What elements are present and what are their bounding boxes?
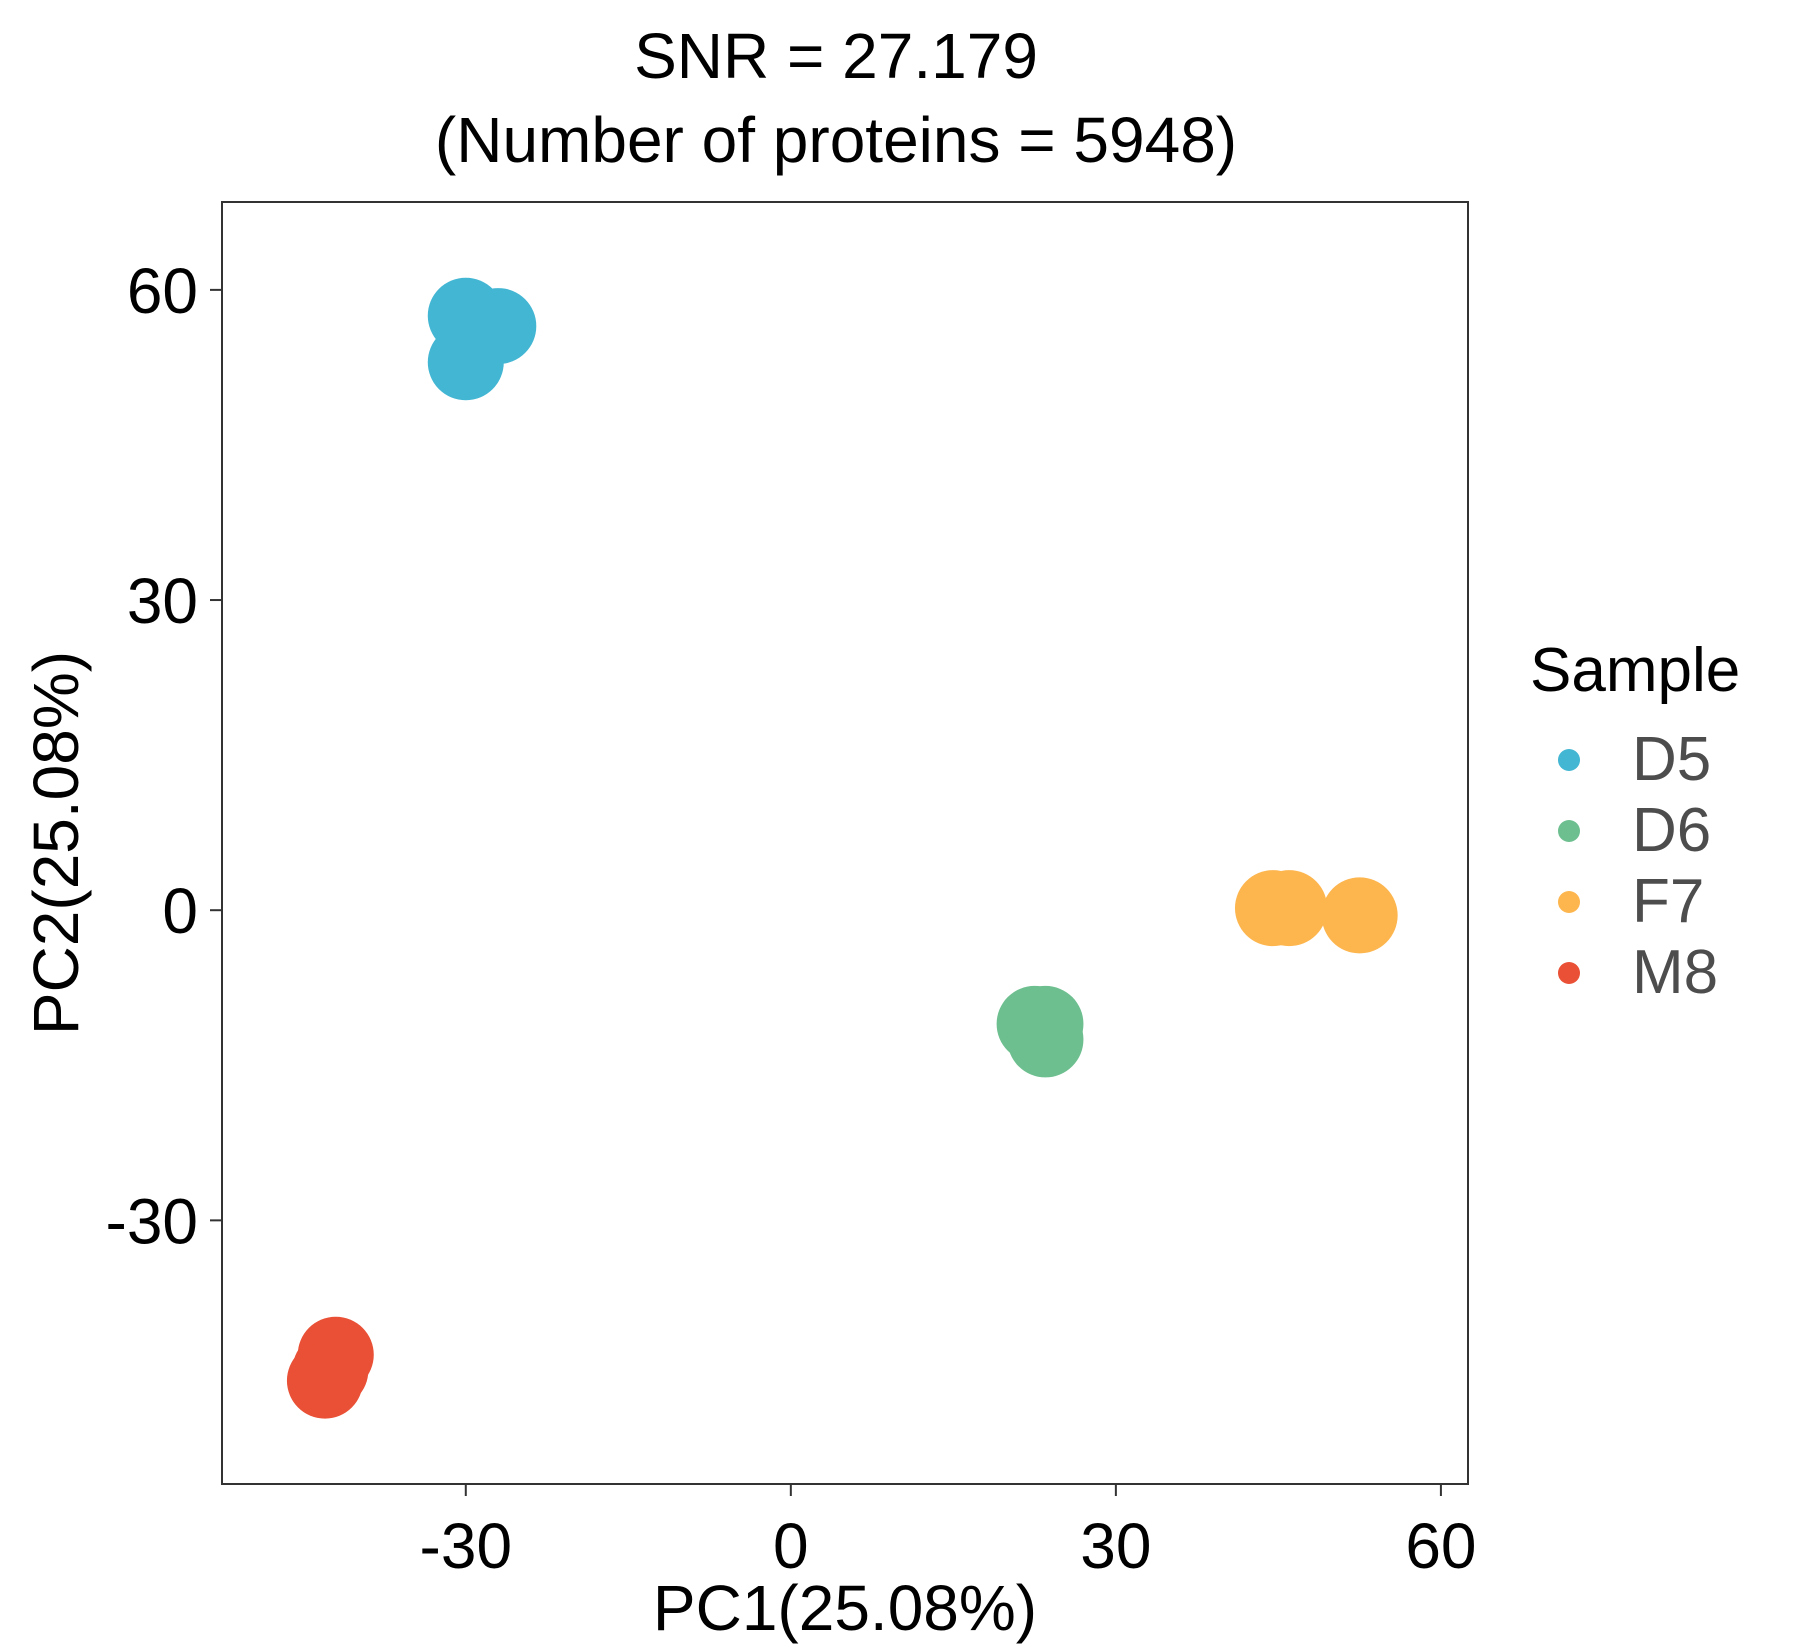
- legend-title: Sample: [1530, 636, 1741, 705]
- chart-subtitle: (Number of proteins = 5948): [434, 104, 1238, 176]
- x-tick-label: 30: [1080, 1510, 1151, 1582]
- legend-label: M8: [1632, 937, 1719, 1007]
- legend-item-m8: M8: [1530, 937, 1740, 1008]
- legend-marker: [1558, 748, 1580, 771]
- y-tick-label: 60: [127, 255, 198, 327]
- legend-item-d5: D5: [1530, 724, 1740, 795]
- legend-marker: [1558, 890, 1580, 913]
- plot-panel-border: [221, 201, 1469, 1485]
- y-axis-title: PC2(25.08%): [20, 651, 92, 1035]
- legend-item-d6: D6: [1530, 795, 1740, 866]
- legend-marker: [1558, 819, 1580, 842]
- point-d5-3: [427, 324, 504, 401]
- point-d6-3: [1007, 1001, 1084, 1078]
- y-tick-label: 0: [162, 875, 198, 947]
- legend-items: D5 D6 F7 M8: [1530, 724, 1740, 1008]
- legend-marker: [1558, 961, 1580, 984]
- legend-label: D5: [1632, 724, 1712, 794]
- legend-label: F7: [1632, 866, 1705, 936]
- x-tick-label: 0: [773, 1510, 809, 1582]
- x-tick-label: 60: [1405, 1510, 1476, 1582]
- point-f7-2: [1251, 870, 1328, 947]
- point-m8-3: [286, 1342, 363, 1419]
- x-axis-title: PC1(25.08%): [653, 1572, 1037, 1644]
- y-tick-label: 30: [127, 565, 198, 637]
- legend-item-f7: F7: [1530, 866, 1740, 937]
- legend-label: D6: [1632, 795, 1712, 865]
- x-tick-label: -30: [420, 1510, 513, 1582]
- chart-title: SNR = 27.179: [634, 20, 1038, 92]
- point-f7-3: [1321, 877, 1398, 954]
- y-tick-label: -30: [106, 1185, 199, 1257]
- legend: Sample D5 D6 F7 M8: [1530, 640, 1740, 1008]
